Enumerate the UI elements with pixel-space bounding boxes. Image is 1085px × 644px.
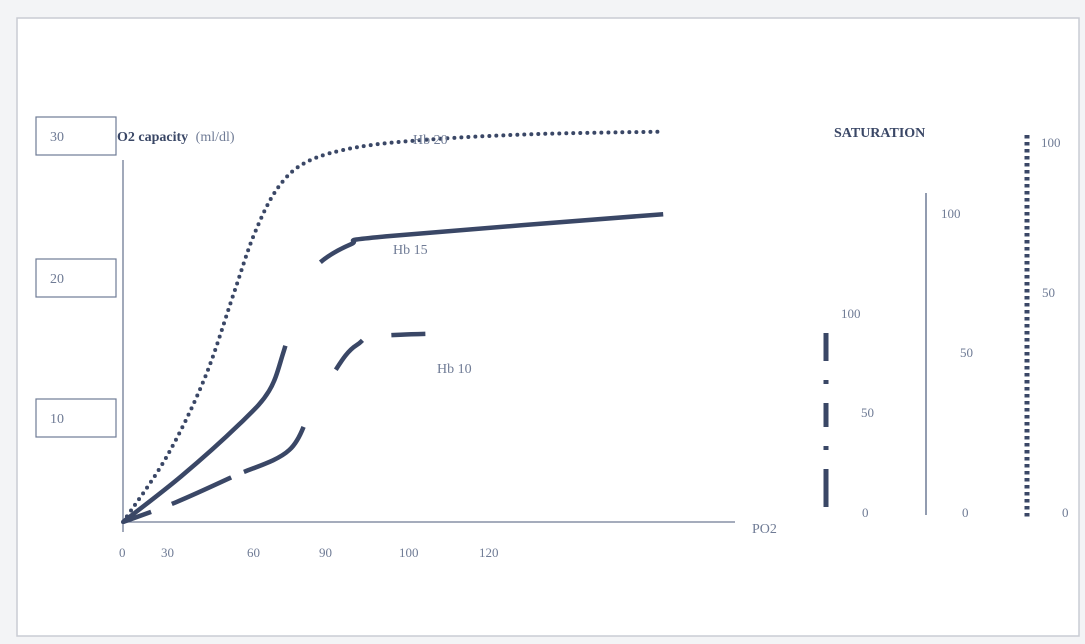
- y-tick-box-20: [35, 258, 117, 298]
- x-tick-label: 60: [247, 545, 260, 560]
- x-tick-label: 30: [161, 545, 174, 560]
- y-tick-label: 30: [50, 130, 64, 145]
- series-label-hb10: Hb 10: [437, 362, 472, 377]
- saturation-tick-label: 50: [1042, 285, 1055, 300]
- y-tick-box-10: [35, 398, 117, 438]
- saturation-tick-label: 50: [960, 345, 973, 360]
- y-tick-box-30: [35, 116, 117, 156]
- y-tick-label: 10: [50, 412, 64, 427]
- saturation-title: SATURATION: [834, 126, 925, 141]
- y-tick-label: 20: [50, 272, 64, 287]
- saturation-tick-label: 50: [861, 405, 874, 420]
- series-label-hb15: Hb 15: [393, 243, 428, 258]
- saturation-tick-label: 100: [941, 206, 961, 221]
- y-axis-label-units: (ml/dl): [196, 130, 235, 145]
- y-axis-label: O2 capacity (ml/dl): [117, 130, 235, 145]
- page-frame: [16, 17, 1080, 637]
- saturation-tick-label: 0: [962, 505, 969, 520]
- x-axis-label: PO2: [752, 522, 777, 537]
- series-line-hb15: [121, 211, 664, 524]
- x-tick-label: 120: [479, 545, 499, 560]
- series-line-hb10: [122, 329, 629, 525]
- saturation-tick-label: 100: [1041, 135, 1061, 150]
- x-tick-label: 90: [319, 545, 332, 560]
- series-label-hb20: Hb 20: [413, 133, 448, 148]
- saturation-tick-label: 100: [841, 306, 861, 321]
- y-axis-label-bold: O2 capacity: [117, 130, 188, 145]
- series-line-hb20: [121, 129, 666, 524]
- x-tick-label: 100: [399, 545, 419, 560]
- x-tick-label: 0: [119, 545, 126, 560]
- saturation-tick-label: 0: [1062, 505, 1069, 520]
- saturation-tick-label: 0: [862, 505, 869, 520]
